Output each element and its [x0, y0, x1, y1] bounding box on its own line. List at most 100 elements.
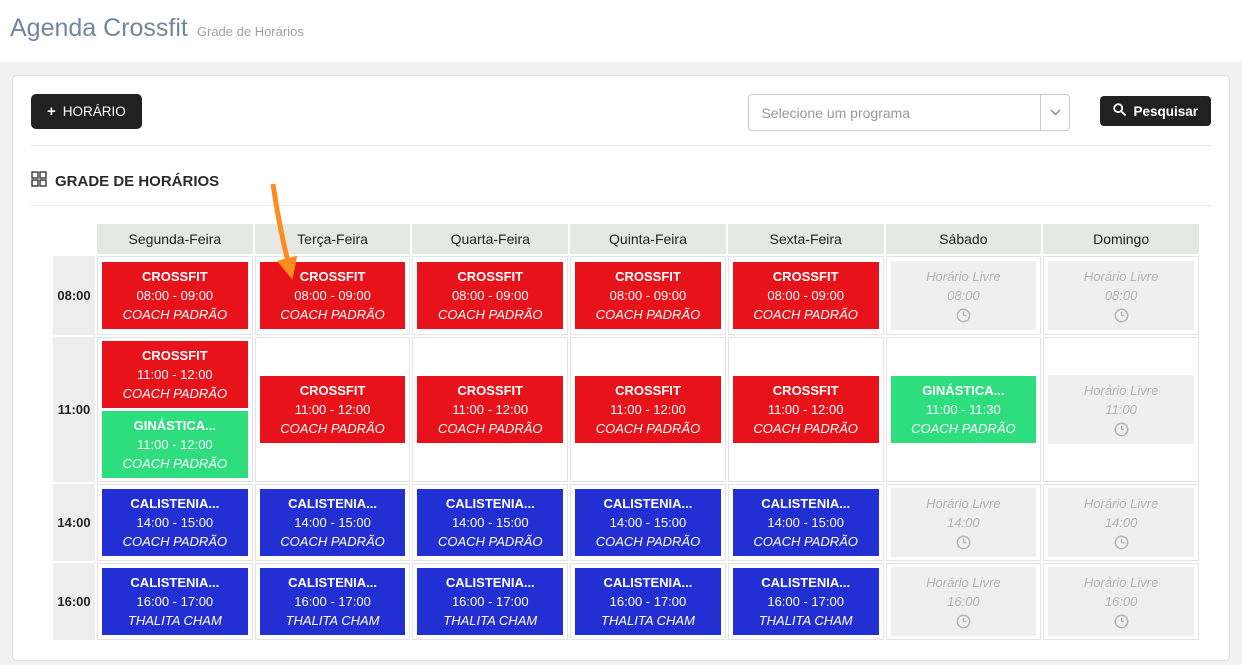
- class-title: CALISTENIA...: [761, 575, 851, 590]
- class-block[interactable]: GINÁSTICA... 11:00 - 12:00 COACH PADRÃO: [102, 411, 248, 478]
- class-title: CROSSFIT: [299, 269, 366, 284]
- schedule-cell[interactable]: Horário Livre 08:00: [1043, 256, 1199, 335]
- class-title: CROSSFIT: [141, 269, 208, 284]
- schedule-row: 16:00 CALISTENIA... 16:00 - 17:00 THALITA C…: [53, 563, 1199, 640]
- class-block[interactable]: CROSSFIT 08:00 - 09:00 COACH PADRÃO: [417, 262, 564, 329]
- class-block[interactable]: CROSSFIT 11:00 - 12:00 COACH PADRÃO: [102, 341, 248, 408]
- class-block[interactable]: CROSSFIT 11:00 - 12:00 COACH PADRÃO: [575, 376, 721, 443]
- program-select[interactable]: Selecione um programa: [748, 94, 1071, 131]
- free-slot[interactable]: Horário Livre 08:00: [1048, 261, 1194, 330]
- class-block[interactable]: CALISTENIA... 14:00 - 15:00 COACH PADRÃO: [102, 489, 248, 556]
- schedule-cell[interactable]: CROSSFIT 08:00 - 09:00 COACH PADRÃO: [570, 256, 726, 335]
- clock-icon: [1050, 611, 1192, 630]
- class-time: 14:00 - 15:00: [136, 515, 214, 530]
- class-title: CROSSFIT: [457, 383, 524, 398]
- class-block[interactable]: CALISTENIA... 14:00 - 15:00 COACH PADRÃO: [575, 489, 721, 556]
- free-slot-time: 14:00: [1104, 515, 1138, 530]
- schedule-cell[interactable]: CROSSFIT 08:00 - 09:00 COACH PADRÃO: [727, 256, 884, 335]
- class-block[interactable]: CROSSFIT 11:00 - 12:00 COACH PADRÃO: [417, 376, 564, 443]
- schedule-cell[interactable]: CROSSFIT 11:00 - 12:00 COACH PADRÃO: [727, 337, 884, 482]
- schedule-cell[interactable]: GINÁSTICA... 11:00 - 11:30 COACH PADRÃO: [885, 337, 1042, 482]
- class-block[interactable]: CROSSFIT 08:00 - 09:00 COACH PADRÃO: [102, 262, 248, 329]
- schedule-cell[interactable]: Horário Livre 14:00: [1043, 484, 1199, 561]
- class-time: 11:00 - 11:30: [926, 402, 1001, 417]
- free-slot[interactable]: Horário Livre 14:00: [890, 488, 1037, 557]
- class-block[interactable]: CALISTENIA... 16:00 - 17:00 THALITA CHAM: [732, 568, 879, 635]
- class-coach: COACH PADRÃO: [280, 534, 385, 549]
- day-header: Quarta-Feira: [412, 224, 569, 254]
- day-header: Quinta-Feira: [570, 224, 726, 254]
- free-slot-time: 16:00: [1104, 594, 1138, 609]
- free-slot-label: Horário Livre: [1083, 496, 1159, 511]
- class-time: 08:00 - 09:00: [294, 288, 371, 303]
- class-block[interactable]: CROSSFIT 08:00 - 09:00 COACH PADRÃO: [259, 262, 406, 329]
- free-slot[interactable]: Horário Livre 16:00: [890, 567, 1037, 636]
- schedule-cell[interactable]: Horário Livre 08:00: [885, 256, 1042, 335]
- schedule-cell[interactable]: CROSSFIT 08:00 - 09:00 COACH PADRÃO: [254, 256, 411, 335]
- class-block[interactable]: CALISTENIA... 14:00 - 15:00 COACH PADRÃO: [732, 489, 879, 556]
- class-block[interactable]: CROSSFIT 11:00 - 12:00 COACH PADRÃO: [732, 376, 879, 443]
- program-select-value: Selecione um programa: [761, 104, 911, 121]
- class-block[interactable]: CALISTENIA... 16:00 - 17:00 THALITA CHAM: [417, 568, 564, 635]
- schedule-cell[interactable]: CALISTENIA... 14:00 - 15:00 COACH PADRÃO: [97, 484, 253, 561]
- schedule-cell[interactable]: CALISTENIA... 14:00 - 15:00 COACH PADRÃO: [412, 484, 569, 561]
- class-time: 11:00 - 12:00: [294, 402, 371, 417]
- class-block[interactable]: CROSSFIT 11:00 - 12:00 COACH PADRÃO: [259, 376, 406, 443]
- plus-icon: +: [47, 103, 56, 120]
- class-time: 14:00 - 15:00: [451, 515, 529, 530]
- schedule-cell[interactable]: CALISTENIA... 16:00 - 17:00 THALITA CHAM: [97, 563, 253, 640]
- schedule-cell[interactable]: CROSSFIT 08:00 - 09:00 COACH PADRÃO: [412, 256, 569, 335]
- class-time: 11:00 - 12:00: [610, 402, 686, 417]
- free-slot[interactable]: Horário Livre 11:00: [1048, 375, 1194, 444]
- class-title: CALISTENIA...: [603, 496, 693, 511]
- schedule-cell[interactable]: CROSSFIT 08:00 - 09:00 COACH PADRÃO: [97, 256, 253, 335]
- free-slot[interactable]: Horário Livre 14:00: [1048, 488, 1194, 557]
- class-time: 08:00 - 09:00: [767, 288, 844, 303]
- schedule-cell[interactable]: Horário Livre 16:00: [1043, 563, 1199, 640]
- day-header: Terça-Feira: [254, 224, 411, 254]
- schedule-cell[interactable]: CALISTENIA... 14:00 - 15:00 COACH PADRÃO: [727, 484, 884, 561]
- class-block[interactable]: CROSSFIT 08:00 - 09:00 COACH PADRÃO: [575, 262, 721, 329]
- class-coach: COACH PADRÃO: [438, 421, 543, 436]
- class-time: 08:00 - 09:00: [136, 288, 214, 303]
- schedule-cell[interactable]: CALISTENIA... 14:00 - 15:00 COACH PADRÃO: [254, 484, 411, 561]
- class-coach: COACH PADRÃO: [122, 534, 228, 549]
- class-block[interactable]: CALISTENIA... 16:00 - 17:00 THALITA CHAM: [102, 568, 248, 635]
- class-block[interactable]: CROSSFIT 08:00 - 09:00 COACH PADRÃO: [732, 262, 879, 329]
- schedule-row: 08:00 CROSSFIT 08:00 - 09:00 COACH PADRÃO CR…: [53, 256, 1199, 335]
- schedule-cell[interactable]: CROSSFIT 11:00 - 12:00 COACH PADRÃO: [412, 337, 569, 482]
- clock-icon: [893, 611, 1035, 630]
- schedule-cell[interactable]: CALISTENIA... 16:00 - 17:00 THALITA CHAM: [570, 563, 726, 640]
- class-time: 16:00 - 17:00: [451, 594, 529, 609]
- class-title: CROSSFIT: [772, 383, 839, 398]
- schedule-cell[interactable]: CROSSFIT 11:00 - 12:00 COACH PADRÃO GINÁSTI…: [97, 337, 253, 482]
- search-button[interactable]: Pesquisar: [1100, 96, 1211, 126]
- schedule-cell[interactable]: CALISTENIA... 14:00 - 15:00 COACH PADRÃO: [570, 484, 726, 561]
- schedule-cell[interactable]: CALISTENIA... 16:00 - 17:00 THALITA CHAM: [727, 563, 884, 640]
- class-block[interactable]: CALISTENIA... 14:00 - 15:00 COACH PADRÃO: [417, 489, 564, 556]
- class-block[interactable]: CALISTENIA... 16:00 - 17:00 THALITA CHAM: [575, 568, 721, 635]
- schedule-cell[interactable]: CALISTENIA... 16:00 - 17:00 THALITA CHAM: [254, 563, 411, 640]
- free-slot[interactable]: Horário Livre 08:00: [890, 261, 1037, 330]
- schedule-cell[interactable]: Horário Livre 11:00: [1043, 337, 1199, 482]
- day-header: Domingo: [1043, 224, 1199, 254]
- class-time: 08:00 - 09:00: [451, 288, 529, 303]
- add-horario-label: HORÁRIO: [62, 104, 126, 119]
- class-title: CROSSFIT: [141, 348, 208, 363]
- class-time: 08:00 - 09:00: [609, 288, 687, 303]
- add-horario-button[interactable]: + HORÁRIO: [31, 94, 142, 129]
- class-title: CALISTENIA...: [603, 575, 693, 590]
- class-title: CROSSFIT: [457, 269, 524, 284]
- class-coach: COACH PADRÃO: [438, 307, 543, 322]
- class-block[interactable]: CALISTENIA... 16:00 - 17:00 THALITA CHAM: [259, 568, 406, 635]
- schedule-cell[interactable]: Horário Livre 16:00: [885, 563, 1042, 640]
- schedule-cell[interactable]: CROSSFIT 11:00 - 12:00 COACH PADRÃO: [570, 337, 726, 482]
- schedule-cell[interactable]: CROSSFIT 11:00 - 12:00 COACH PADRÃO: [254, 337, 411, 482]
- class-block[interactable]: GINÁSTICA... 11:00 - 11:30 COACH PADRÃO: [890, 376, 1037, 443]
- class-block[interactable]: CALISTENIA... 14:00 - 15:00 COACH PADRÃO: [259, 489, 406, 556]
- class-coach: COACH PADRÃO: [122, 386, 228, 401]
- schedule-cell[interactable]: Horário Livre 14:00: [885, 484, 1042, 561]
- schedule-cell[interactable]: CALISTENIA... 16:00 - 17:00 THALITA CHAM: [412, 563, 569, 640]
- free-slot[interactable]: Horário Livre 16:00: [1048, 567, 1194, 636]
- day-header: Sexta-Feira: [727, 224, 884, 254]
